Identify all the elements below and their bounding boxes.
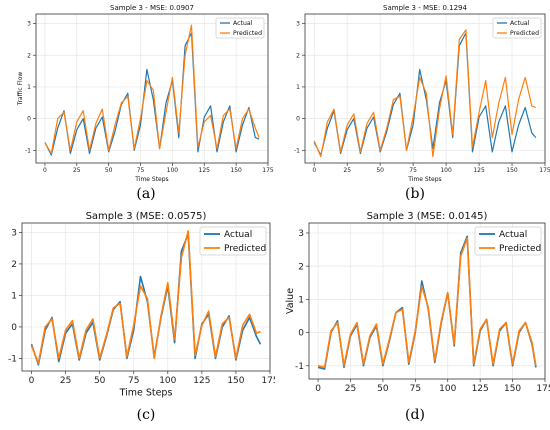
x-tick-label: 75 — [128, 376, 139, 386]
x-tick-label: 125 — [473, 167, 485, 174]
y-tick-label: 1 — [296, 84, 300, 91]
x-tick-label: 25 — [60, 376, 71, 386]
series-line-predicted — [44, 24, 260, 155]
x-tick-label: 25 — [343, 167, 351, 174]
x-tick-label: 50 — [94, 376, 106, 386]
x-tick-label: 100 — [159, 376, 176, 386]
y-tick-label: 2 — [298, 262, 304, 272]
y-tick-label: 2 — [296, 52, 300, 59]
chart-c: 0 25 50 75 100 125 150 175 -1 0 1 2 3 Sample 3 (MSE: … — [8, 211, 275, 399]
chart-d: 0 25 50 75 100 125 150 175 -1 0 1 2 3 Sample 3 (MSE: … — [285, 211, 550, 394]
y-tick-label: -1 — [294, 147, 300, 154]
x-tick-label: 0 — [43, 167, 47, 174]
y-tick-label: -1 — [8, 355, 17, 365]
x-tick-label: 50 — [105, 167, 113, 174]
x-tick-label: 150 — [506, 167, 518, 174]
x-tick-label: 100 — [440, 167, 452, 174]
x-axis-label: Time Steps — [134, 176, 168, 183]
x-tick-label: 75 — [410, 384, 421, 394]
series-line-actual — [44, 32, 260, 156]
series-line-actual — [313, 32, 537, 156]
x-tick-label: 100 — [167, 167, 179, 174]
x-tick-label: 75 — [409, 167, 417, 174]
y-tick-label: -1 — [25, 147, 31, 154]
x-tick-label: 100 — [439, 384, 456, 394]
chart-title: Sample 3 (MSE: 0.0575) — [86, 211, 207, 222]
y-tick-label: 2 — [27, 52, 31, 59]
plot-frame — [21, 222, 271, 372]
y-tick-label: 2 — [11, 260, 17, 270]
y-tick-label: 0 — [296, 116, 300, 123]
x-tick-label: 175 — [539, 167, 550, 174]
chart-b: 0 25 50 75 100 125 150 175 -1 0 1 2 3 Sample 3 - MSE:… — [294, 4, 550, 183]
series-line-predicted — [30, 230, 261, 364]
y-tick-label: 1 — [27, 84, 31, 91]
y-tick-label: 3 — [27, 21, 31, 28]
caption-b: (b) — [405, 186, 425, 202]
x-axis-label: Time Steps — [119, 388, 173, 399]
y-tick-label: 3 — [298, 229, 304, 239]
x-tick-label: 0 — [312, 167, 316, 174]
x-tick-label: 175 — [261, 376, 275, 386]
legend-label-actual: Actual — [510, 20, 530, 27]
legend-label-actual: Actual — [224, 230, 252, 240]
legend-label-predicted: Predicted — [499, 244, 541, 254]
legend-label-predicted: Predicted — [233, 30, 262, 37]
plot-frame — [304, 13, 546, 164]
y-tick-label: -1 — [295, 362, 304, 372]
x-tick-label: 125 — [199, 167, 211, 174]
x-tick-label: 125 — [193, 376, 210, 386]
x-tick-label: 0 — [29, 376, 35, 386]
plot-frame — [35, 13, 269, 164]
y-axis-label: Traffic Flow — [17, 72, 24, 107]
y-tick-label: 3 — [296, 21, 300, 28]
chart-title: Sample 3 - MSE: 0.0907 — [110, 4, 194, 12]
y-tick-label: 0 — [298, 329, 304, 339]
chart-title: Sample 3 - MSE: 0.1294 — [383, 4, 467, 12]
legend-label-predicted: Predicted — [510, 30, 539, 37]
chart-a: 0 25 50 75 100 125 150 175 -1 0 1 2 3 Sample 3 - MSE:… — [17, 4, 274, 183]
caption-c: (c) — [136, 407, 156, 423]
x-tick-label: 50 — [376, 167, 384, 174]
chart-title: Sample 3 (MSE: 0.0145) — [367, 211, 488, 222]
y-tick-label: 0 — [27, 116, 31, 123]
legend-label-predicted: Predicted — [224, 244, 266, 254]
x-tick-label: 150 — [227, 376, 244, 386]
y-axis-label: Value — [285, 288, 296, 314]
x-tick-label: 175 — [262, 167, 274, 174]
legend-label-actual: Actual — [233, 20, 253, 27]
x-tick-label: 150 — [504, 384, 521, 394]
legend-label-actual: Actual — [499, 230, 527, 240]
x-tick-label: 125 — [472, 384, 489, 394]
caption-a: (a) — [136, 186, 156, 202]
x-tick-label: 25 — [345, 384, 356, 394]
plot-frame — [308, 222, 546, 380]
y-tick-label: 1 — [298, 295, 304, 305]
y-tick-label: 3 — [11, 229, 17, 239]
series-line-predicted — [313, 29, 537, 158]
series-line-predicted — [317, 237, 537, 369]
x-axis-label: Time Steps — [407, 176, 441, 183]
y-tick-label: 1 — [11, 292, 17, 302]
x-tick-label: 150 — [230, 167, 242, 174]
x-tick-label: 75 — [137, 167, 145, 174]
caption-d: (d) — [405, 407, 425, 423]
y-tick-label: 0 — [11, 323, 17, 333]
x-tick-label: 175 — [536, 384, 550, 394]
x-tick-label: 50 — [377, 384, 389, 394]
x-tick-label: 0 — [315, 384, 321, 394]
x-tick-label: 25 — [73, 167, 81, 174]
